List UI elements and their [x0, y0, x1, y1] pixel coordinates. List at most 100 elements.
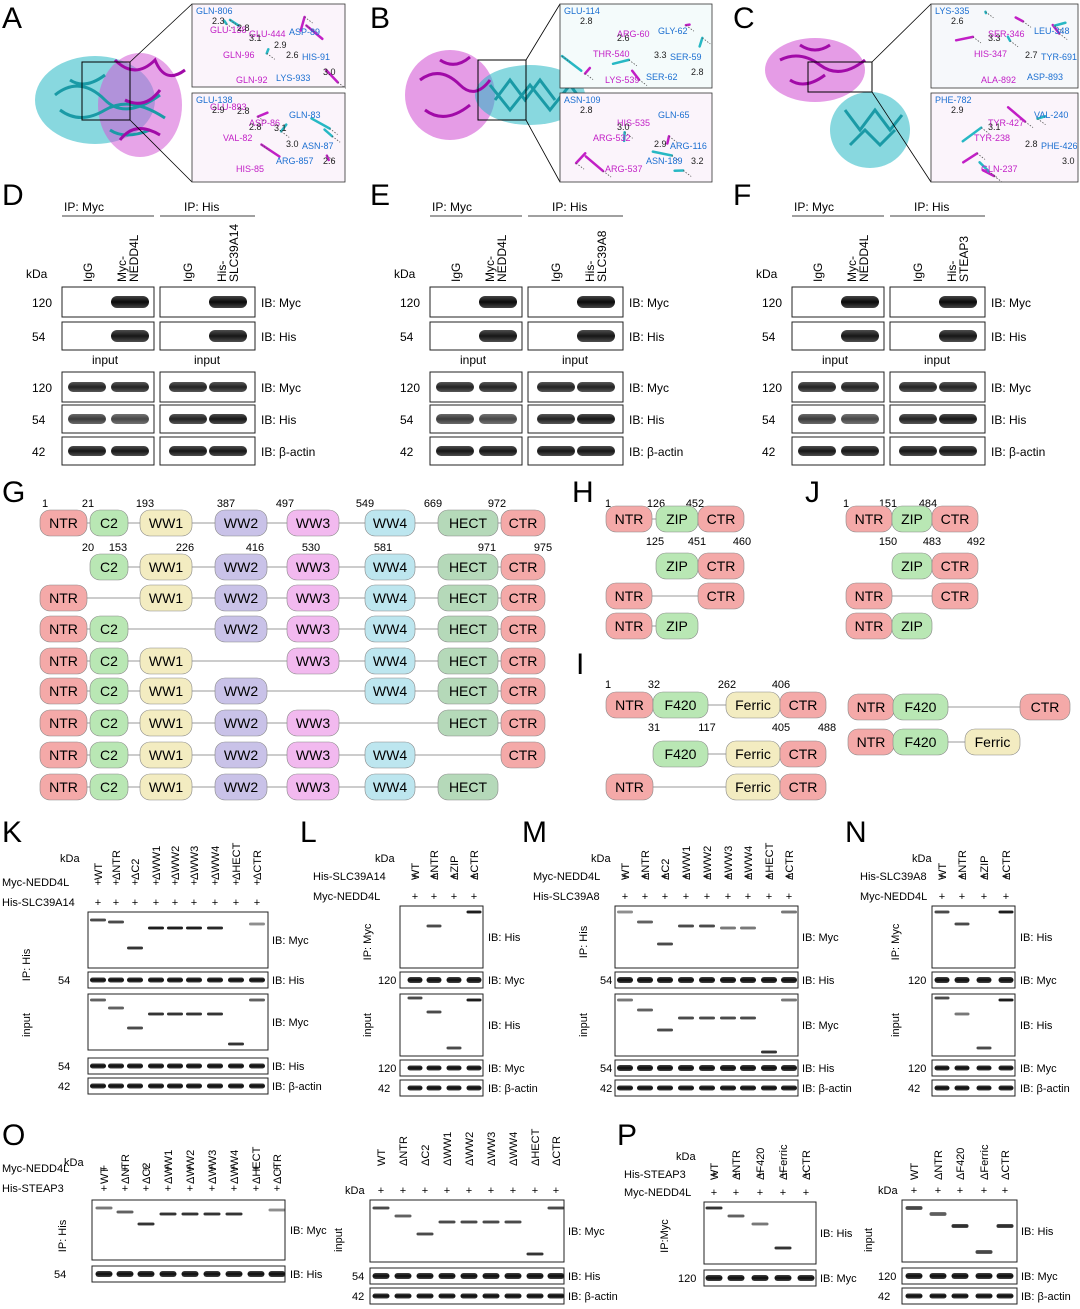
residue-stick — [698, 36, 704, 48]
panel-label-N: N — [845, 816, 867, 849]
domain-ctr — [931, 552, 979, 580]
input-label: input — [924, 353, 951, 367]
band — [203, 1212, 221, 1216]
structure-panel-A: GLN-806 GLU-444 HIS-91 GLN-92 ASP-89 GLN-96 LY… — [35, 3, 347, 183]
domain-label-ww1: WW1 — [149, 747, 183, 763]
input-vertical-label: input — [890, 1013, 902, 1037]
ib-label: IB: Myc — [261, 381, 301, 395]
ib-label: IB: His — [1020, 1020, 1053, 1032]
plus-sign: + — [745, 891, 751, 903]
ib-label: IB: Myc — [629, 381, 669, 395]
kda-label: kDa — [345, 1185, 365, 1197]
band — [951, 1293, 969, 1299]
plus-sign: + — [981, 1185, 987, 1197]
domain-ntr — [39, 509, 88, 537]
ib-label: IB: His — [802, 975, 835, 987]
aa-number-bottom: 31 — [648, 722, 660, 734]
band — [127, 1083, 143, 1089]
distance-label: 2.3 — [212, 16, 225, 26]
lane-mutant-label: ΔNTR — [398, 1136, 410, 1166]
blot-tall — [91, 1199, 286, 1261]
domain-ww3 — [286, 615, 340, 643]
plus-sign: + — [122, 1163, 128, 1175]
residue-stick — [1053, 21, 1067, 27]
plus-sign: + — [803, 1169, 809, 1181]
domain-label-ww4: WW4 — [373, 779, 407, 795]
domain-ctr — [500, 584, 546, 612]
domain-label-ww1: WW1 — [149, 590, 183, 606]
domain-ctr — [500, 677, 546, 705]
aa-number-top: 21 — [82, 498, 94, 510]
domain-label-ctr: CTR — [789, 779, 818, 795]
distance-label: 3.3 — [988, 33, 1001, 43]
lane-igg: IgG — [811, 263, 825, 282]
distance-label: 2.6 — [951, 16, 964, 26]
domain-label-ww3: WW3 — [296, 653, 330, 669]
band — [761, 1050, 777, 1054]
distance-label: 2.6 — [617, 33, 630, 43]
lane-mutant-label: ΔCTR — [252, 850, 264, 880]
construct-row-label: Myc-NEDD4L — [313, 891, 380, 903]
aa-number-top: 193 — [136, 498, 154, 510]
band — [394, 1273, 412, 1279]
band — [228, 1083, 244, 1089]
band — [781, 998, 797, 1002]
construct-row-label: His-SLC39A8 — [860, 871, 927, 883]
plus-sign: + — [187, 1163, 193, 1175]
lane-mutant-label: ΔWW3 — [723, 846, 735, 880]
band — [975, 1293, 993, 1299]
band — [95, 1271, 113, 1277]
domain-ww1 — [139, 553, 193, 581]
lane-mutant-label: ΔWW1 — [151, 846, 163, 880]
domain-label-zip: ZIP — [901, 511, 923, 527]
domain-label-ctr: CTR — [509, 590, 538, 606]
plus-sign: + — [786, 891, 792, 903]
ip-vertical-label: IP: His — [21, 948, 33, 981]
domain-label-ctr: CTR — [509, 515, 538, 531]
band — [426, 1010, 442, 1014]
domain-label-ntr: NTR — [615, 511, 644, 527]
ib-label: IB: β-actin — [272, 1081, 322, 1093]
band — [372, 1293, 390, 1299]
band — [720, 926, 736, 930]
residue-stick — [583, 66, 592, 75]
lane-igg: IgG — [81, 263, 95, 282]
lane-mutant-label: WT — [410, 863, 422, 880]
kda-label: kDa — [394, 267, 416, 281]
ib-label: IB: β-actin — [1020, 1083, 1070, 1095]
band — [249, 998, 265, 1002]
panel-label-I: I — [576, 648, 584, 681]
band — [761, 1085, 777, 1091]
residue-stick — [1036, 115, 1047, 120]
plus-sign: + — [101, 1163, 107, 1175]
band — [249, 1083, 265, 1089]
lane-mutant-label: ΔC2 — [141, 1163, 153, 1184]
residue-label: ASP-89 — [289, 27, 320, 37]
lane-mutant-label: ΔWW1 — [442, 1132, 454, 1166]
residue-label: THR-540 — [593, 49, 630, 59]
plus-sign: + — [113, 877, 119, 889]
domain-label-hect: HECT — [449, 590, 488, 606]
band — [207, 926, 223, 930]
blot-tall — [614, 905, 799, 969]
band — [148, 926, 164, 930]
domain-diagram-G: 1 21 193 387 497 549 669 972 20 153 226 416 530 581 97… — [39, 498, 552, 801]
lane-mutant-label: ΔHECT — [251, 1146, 263, 1184]
residue-stick — [222, 19, 228, 26]
domain-ctr — [779, 691, 827, 719]
domain-hect — [437, 773, 499, 801]
aa-number-bottom: 150 — [879, 536, 897, 548]
band — [268, 1271, 286, 1277]
band — [479, 382, 517, 392]
lane-mutant-label: ΔWW1 — [163, 1150, 175, 1184]
input-label: input — [460, 353, 487, 367]
distance-label: 2.8 — [237, 23, 250, 33]
band — [976, 1085, 992, 1091]
mw-label: 54 — [58, 1061, 70, 1073]
mw-label: 42 — [908, 1083, 920, 1095]
domain-label-ww4: WW4 — [373, 683, 407, 699]
plus-sign: + — [959, 871, 965, 883]
band — [209, 414, 247, 424]
band — [998, 977, 1014, 983]
